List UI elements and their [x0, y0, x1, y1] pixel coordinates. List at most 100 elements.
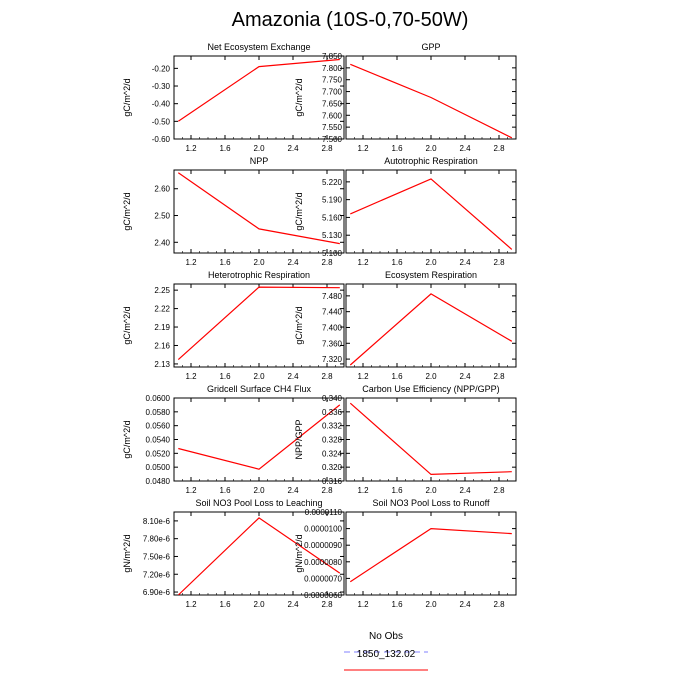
panel-title: Carbon Use Efficiency (NPP/GPP) — [362, 384, 499, 394]
y-tick-label: 7.600 — [322, 111, 343, 120]
panel-9: Soil NO3 Pool Loss to Leaching gN/m^2/d 1.… — [122, 498, 345, 609]
figure-title: Amazonia (10S-0,70-50W) — [232, 9, 469, 31]
x-tick-label: 2.4 — [287, 258, 299, 267]
series-line — [177, 517, 341, 595]
x-tick-label: 2.8 — [321, 258, 333, 267]
y-tick-label: 2.13 — [154, 360, 170, 369]
x-tick-label: 1.2 — [357, 486, 369, 495]
y-tick-label: 0.332 — [322, 422, 343, 431]
x-tick-label: 2.4 — [459, 486, 471, 495]
x-tick-label: 2.8 — [493, 258, 505, 267]
y-tick-label: 7.850 — [322, 52, 343, 61]
y-tick-label: 7.20e-6 — [143, 570, 171, 579]
panel-3: NPP gC/m^2/d 1.2 1.6 2.0 2.4 2.8 2.40 2.50 2.60 — [122, 156, 345, 267]
panel-5: Heterotrophic Respiration gC/m^2/d 1.2 1.6 2… — [122, 270, 345, 381]
x-tick-label: 1.6 — [391, 144, 403, 153]
y-tick-label: 0.0000070 — [304, 574, 342, 583]
series-line — [177, 172, 340, 245]
panel-title: Gridcell Surface CH4 Flux — [207, 384, 312, 394]
plot-frame — [345, 511, 517, 596]
legend: No Obs 1850_132.02 — [344, 631, 428, 671]
x-tick-label: 2.4 — [287, 486, 299, 495]
y-axis-label: gC/m^2/d — [122, 192, 132, 230]
plot-frame — [345, 169, 517, 254]
series-line — [178, 404, 341, 470]
y-tick-label: 2.19 — [154, 323, 170, 332]
y-tick-label: 0.0000100 — [304, 525, 342, 534]
x-tick-label: 1.6 — [219, 600, 231, 609]
y-axis-label: NPP/GPP — [294, 419, 304, 459]
y-tick-label: 7.80e-6 — [143, 535, 171, 544]
y-tick-label: 2.22 — [154, 305, 170, 314]
panel-title: Net Ecosystem Exchange — [207, 42, 310, 52]
series-line — [349, 527, 512, 583]
panel-8: Carbon Use Efficiency (NPP/GPP) NPP/GPP 1.… — [294, 384, 517, 495]
panel-title: GPP — [421, 42, 440, 52]
panel-title: NPP — [250, 156, 269, 166]
y-tick-label: 0.0600 — [146, 394, 171, 403]
y-tick-label: 0.0560 — [146, 422, 171, 431]
x-tick-label: 2.8 — [321, 144, 333, 153]
y-tick-label: 5.160 — [322, 213, 343, 222]
y-tick-label: 7.800 — [322, 64, 343, 73]
y-tick-label: 0.0580 — [146, 408, 171, 417]
x-tick-label: 2.8 — [493, 144, 505, 153]
series-line — [349, 293, 513, 366]
y-tick-label: 7.50e-6 — [143, 552, 171, 561]
x-tick-label: 1.6 — [391, 600, 403, 609]
x-tick-label: 2.0 — [425, 600, 437, 609]
y-tick-label: 0.0000110 — [305, 508, 343, 517]
y-tick-label: 7.320 — [322, 355, 343, 364]
x-tick-label: 2.8 — [321, 372, 333, 381]
x-tick-label: 1.6 — [391, 486, 403, 495]
y-tick-label: 7.360 — [322, 339, 343, 348]
y-tick-label: 0.340 — [322, 394, 343, 403]
panels-container: Net Ecosystem Exchange gC/m^2/d 1.2 1.6 2.0 2… — [122, 42, 517, 609]
x-tick-label: 2.4 — [459, 144, 471, 153]
y-tick-label: 0.0520 — [146, 449, 171, 458]
y-axis-label: gC/m^2/d — [122, 78, 132, 116]
panel-title: Ecosystem Respiration — [385, 270, 477, 280]
panel-title: Autotrophic Respiration — [384, 156, 478, 166]
legend-label: No Obs — [369, 631, 403, 642]
panel-title: Soil NO3 Pool Loss to Runoff — [373, 498, 490, 508]
series-line — [177, 58, 340, 122]
y-tick-label: 7.550 — [322, 123, 343, 132]
y-tick-label: 5.100 — [322, 249, 343, 258]
x-tick-label: 1.2 — [357, 372, 369, 381]
x-tick-label: 2.0 — [253, 144, 265, 153]
y-tick-label: 6.90e-6 — [143, 588, 171, 597]
y-tick-label: 8.10e-6 — [143, 517, 171, 526]
x-tick-label: 2.0 — [253, 486, 265, 495]
y-tick-label: 2.25 — [154, 286, 170, 295]
y-tick-label: 5.190 — [322, 196, 343, 205]
x-tick-label: 2.0 — [253, 372, 265, 381]
plot-frame — [345, 283, 517, 368]
y-tick-label: -0.20 — [152, 64, 171, 73]
y-tick-label: 7.480 — [322, 292, 343, 301]
y-axis-label: gC/m^2/d — [294, 192, 304, 230]
x-tick-label: 1.6 — [391, 258, 403, 267]
x-tick-label: 2.0 — [425, 486, 437, 495]
panel-7: Gridcell Surface CH4 Flux gC/m^2/d 1.2 1.6 2… — [122, 384, 345, 495]
series-line — [350, 63, 513, 139]
y-tick-label: 0.0000060 — [304, 591, 342, 600]
y-axis-label: gC/m^2/d — [294, 78, 304, 116]
y-tick-label: 7.750 — [322, 76, 343, 85]
y-tick-label: 2.16 — [154, 341, 170, 350]
x-tick-label: 2.8 — [493, 486, 505, 495]
x-tick-label: 2.4 — [459, 600, 471, 609]
x-tick-label: 1.2 — [357, 600, 369, 609]
y-tick-label: 0.324 — [322, 449, 343, 458]
y-axis-label: gN/m^2/d — [294, 534, 304, 572]
x-tick-label: 2.4 — [287, 144, 299, 153]
y-tick-label: 0.316 — [322, 477, 343, 486]
plot-frame — [173, 283, 345, 368]
x-tick-label: 2.4 — [287, 372, 299, 381]
series-line — [350, 178, 513, 250]
x-tick-label: 1.2 — [185, 600, 197, 609]
x-tick-label: 2.4 — [287, 600, 299, 609]
y-tick-label: -0.40 — [152, 100, 171, 109]
